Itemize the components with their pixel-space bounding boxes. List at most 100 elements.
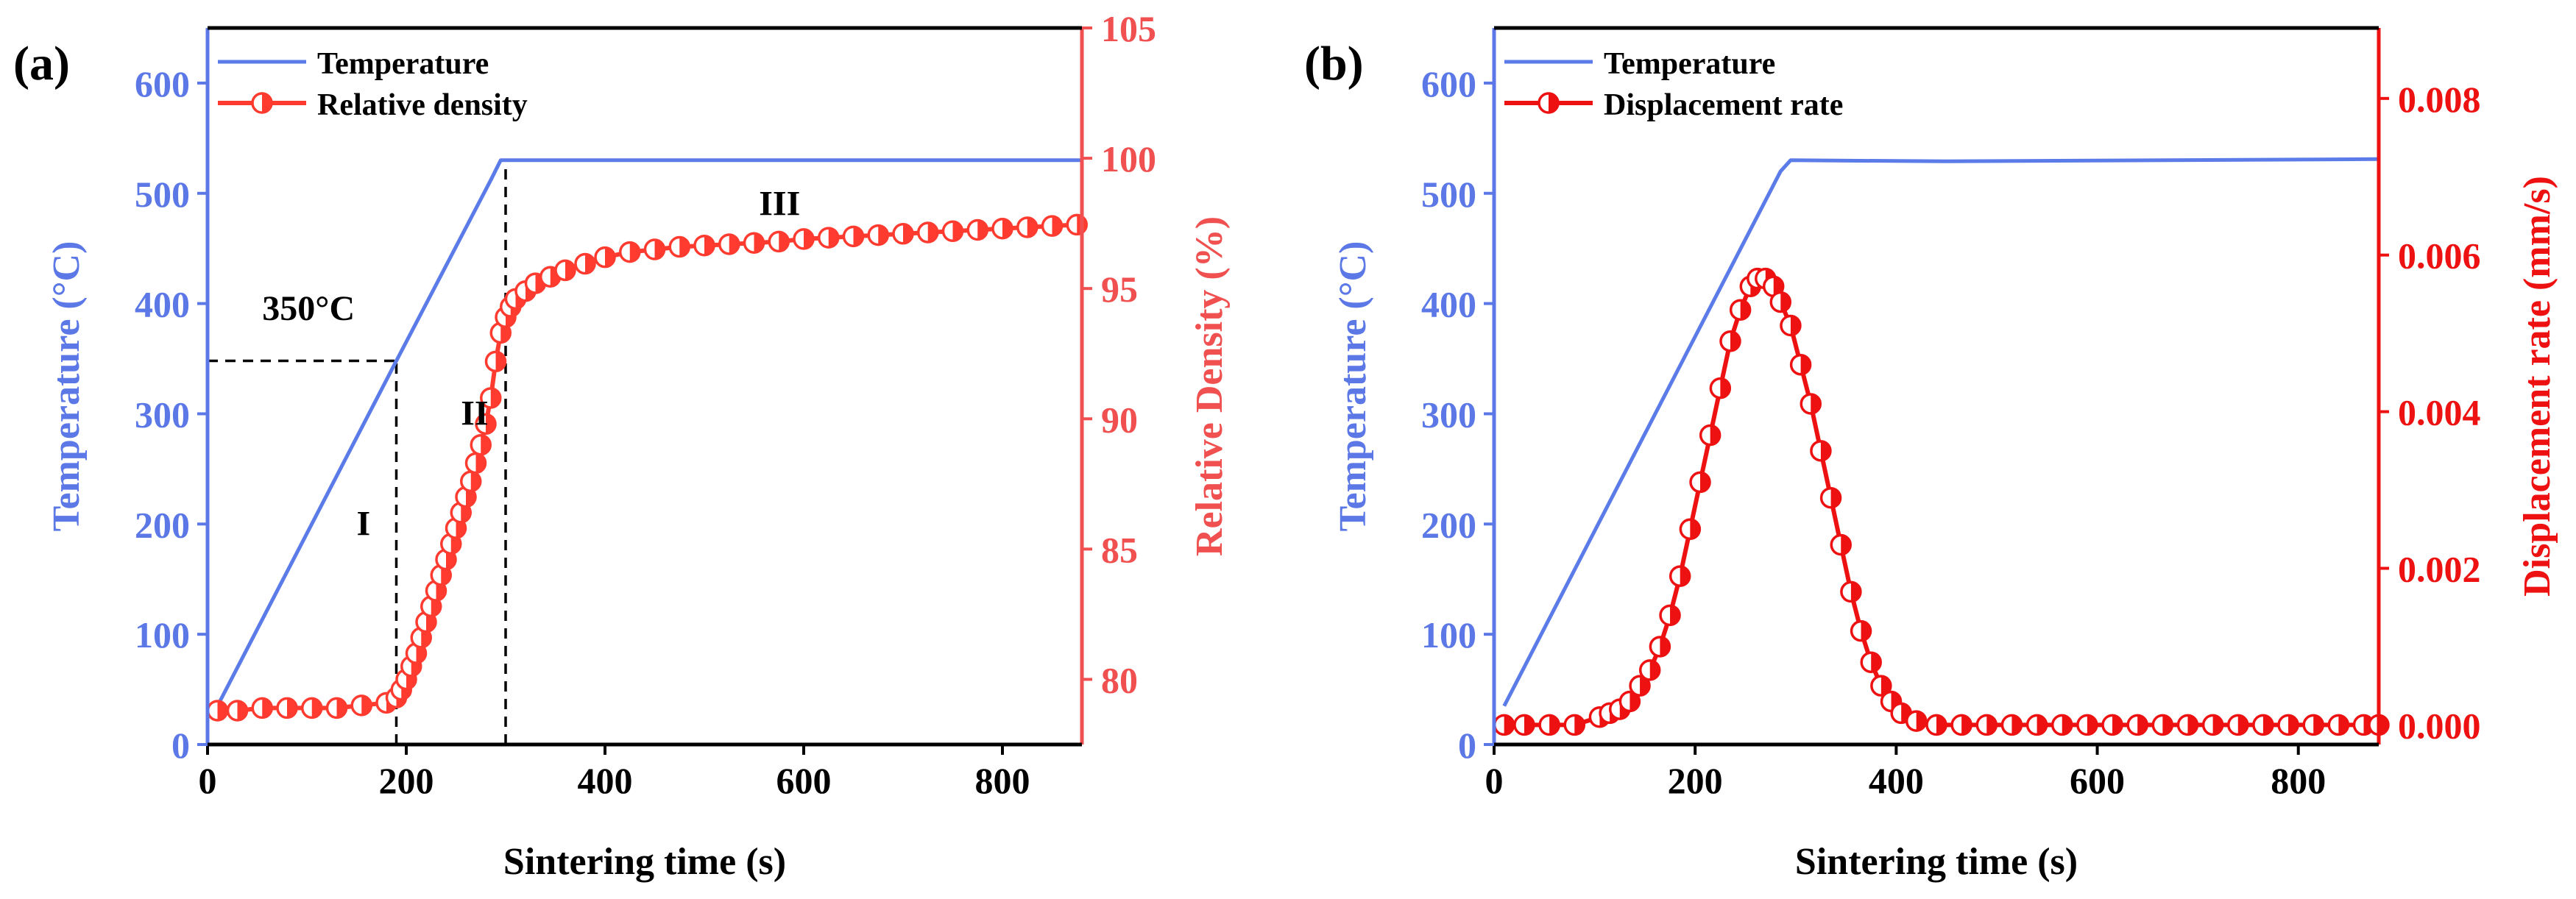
panel-a-point-41-fill — [679, 237, 690, 257]
panel-b-point-2-fill — [1549, 715, 1560, 735]
panel-b-point-24 — [1780, 314, 1802, 337]
panel-b-point-53 — [2327, 714, 2350, 736]
panel-a-point-48 — [842, 225, 865, 248]
panel-b-point-0-fill — [1504, 715, 1514, 735]
panel-b-point-32 — [1860, 651, 1882, 673]
panel-b-point-14-fill — [1700, 472, 1710, 492]
panel-a-point-42 — [693, 234, 715, 257]
panel-b-xtick-label-3: 600 — [2070, 760, 2125, 801]
panel-a-annotation-2: II — [461, 394, 488, 433]
panel-a-point-27-fill — [490, 388, 500, 408]
panel-a-point-46-fill — [804, 229, 813, 249]
panel-a-point-1-fill — [237, 700, 247, 720]
panel-a-point-40 — [643, 238, 666, 260]
panel-a-point-40-fill — [654, 240, 665, 260]
panel-a-point-29-fill — [500, 323, 511, 343]
panel-b-point-37 — [1925, 714, 1947, 736]
panel-b-point-49 — [2227, 714, 2249, 736]
panel-b-point-10-fill — [1660, 636, 1670, 656]
panel-b-point-23 — [1769, 291, 1792, 313]
panel-a-point-36 — [554, 259, 576, 282]
panel-b-ylabel-right: Displacement rate (mm/s) — [2516, 176, 2558, 597]
panel-b-xlabel: Sintering time (s) — [1795, 841, 2078, 883]
panel-a-ylefttick-label-0: 0 — [171, 725, 190, 766]
panel-a-point-36-fill — [565, 260, 576, 280]
panel-b-point-28 — [1819, 486, 1842, 509]
panel-b-point-3-fill — [1574, 715, 1585, 735]
panel-b-point-38-fill — [1961, 715, 1972, 735]
panel-a-point-22 — [455, 486, 477, 508]
panel-b-point-9-fill — [1649, 660, 1660, 680]
panel-a-annotation-1: I — [357, 504, 371, 543]
panel-a-point-6-fill — [361, 695, 372, 715]
panel-a-point-2-fill — [262, 698, 272, 718]
panel-b-point-7 — [1618, 690, 1641, 713]
panel-a-point-43-fill — [729, 234, 739, 254]
panel-b-point-31 — [1850, 619, 1872, 642]
panel-a-point-21-fill — [461, 502, 471, 522]
panel-a-yrighttick-label-0: 80 — [1101, 659, 1138, 700]
panel-b-point-51-fill — [2288, 715, 2299, 735]
panel-b-point-3 — [1563, 714, 1586, 736]
panel-b-point-48 — [2201, 714, 2224, 736]
panel-a-point-27 — [480, 387, 502, 409]
panel-a-xtick-label-1: 200 — [379, 760, 434, 801]
panel-a-point-6 — [350, 694, 372, 717]
panel-b-point-1 — [1513, 714, 1535, 736]
panel-b-yrighttick-label-2: 0.004 — [2398, 392, 2481, 433]
panel-b-point-22-fill — [1773, 277, 1783, 296]
panel-b-point-2 — [1538, 714, 1560, 736]
panel-a-ylefttick-label-5: 500 — [135, 174, 190, 215]
panel-b-point-23-fill — [1780, 292, 1791, 312]
panel-a: (a) 0 200 400 600 800 0 100 200 300 400 500 600 80 85 9… — [13, 8, 1231, 883]
panel-a-point-16-fill — [436, 581, 446, 601]
panel-b-series-temperature-line — [1502, 157, 2379, 707]
panel-a-point-38-fill — [605, 247, 615, 267]
panel-b-ylefttick-label-4: 400 — [1421, 284, 1476, 325]
panel-b-point-40-fill — [2011, 715, 2022, 735]
panel-b-point-15 — [1699, 424, 1722, 447]
panel-b-xtick-label-4: 800 — [2271, 760, 2326, 801]
panel-b-point-37-fill — [1936, 715, 1947, 735]
panel-a-ylefttick-label-4: 400 — [135, 284, 190, 325]
panel-b-point-26-fill — [1811, 394, 1821, 413]
panel-a-point-14-fill — [426, 612, 436, 632]
panel-a-point-49-fill — [878, 225, 888, 245]
panel-a-point-5-fill — [336, 698, 347, 718]
panel-b-yrighttick-label-0: 0.000 — [2398, 705, 2481, 746]
panel-b-point-38 — [1950, 714, 1972, 736]
panel-b-point-53-fill — [2338, 715, 2349, 735]
panel-b-point-9 — [1638, 659, 1661, 681]
panel-a-point-24-fill — [475, 453, 486, 473]
panel-b-point-47-fill — [2187, 715, 2198, 735]
panel-a-yrighttick-label-1: 85 — [1101, 529, 1138, 570]
panel-a-ylefttick-label-1: 100 — [135, 614, 190, 655]
panel-b-point-12-fill — [1680, 566, 1690, 586]
panel-a-point-47 — [818, 227, 840, 249]
panel-b-ylefttick-label-2: 200 — [1421, 504, 1476, 545]
panel-a-point-46 — [793, 228, 815, 250]
panel-b-point-13-fill — [1690, 519, 1700, 539]
panel-b-point-16 — [1709, 377, 1732, 399]
panel-a-point-5 — [325, 697, 348, 719]
panel-a-point-17-fill — [441, 565, 451, 585]
panel-b-point-13 — [1679, 518, 1702, 541]
panel-b-point-7-fill — [1630, 692, 1640, 711]
panel-a-point-26-fill — [486, 414, 496, 434]
panel-b-point-25 — [1789, 353, 1812, 376]
panel-b-legend-temperature-label: Temperature — [1604, 47, 1775, 81]
panel-a-point-53 — [966, 218, 988, 241]
panel-a-legend-temperature-label: Temperature — [317, 47, 489, 81]
panel-b-point-30 — [1840, 580, 1862, 603]
panel-a-ylefttick-label-6: 600 — [135, 63, 190, 104]
panel-a-point-54-fill — [1002, 218, 1012, 238]
panel-a-yrighttick-label-3: 95 — [1101, 269, 1138, 310]
panel-a-point-51 — [917, 221, 939, 244]
panel-a-point-39 — [619, 241, 641, 263]
panel-a-point-55 — [1016, 216, 1038, 238]
panel-b-xtick-label-0: 0 — [1485, 760, 1504, 801]
panel-b-point-0 — [1493, 714, 1515, 736]
panel-a-point-44-fill — [754, 233, 764, 253]
panel-b-point-24-fill — [1790, 316, 1800, 335]
